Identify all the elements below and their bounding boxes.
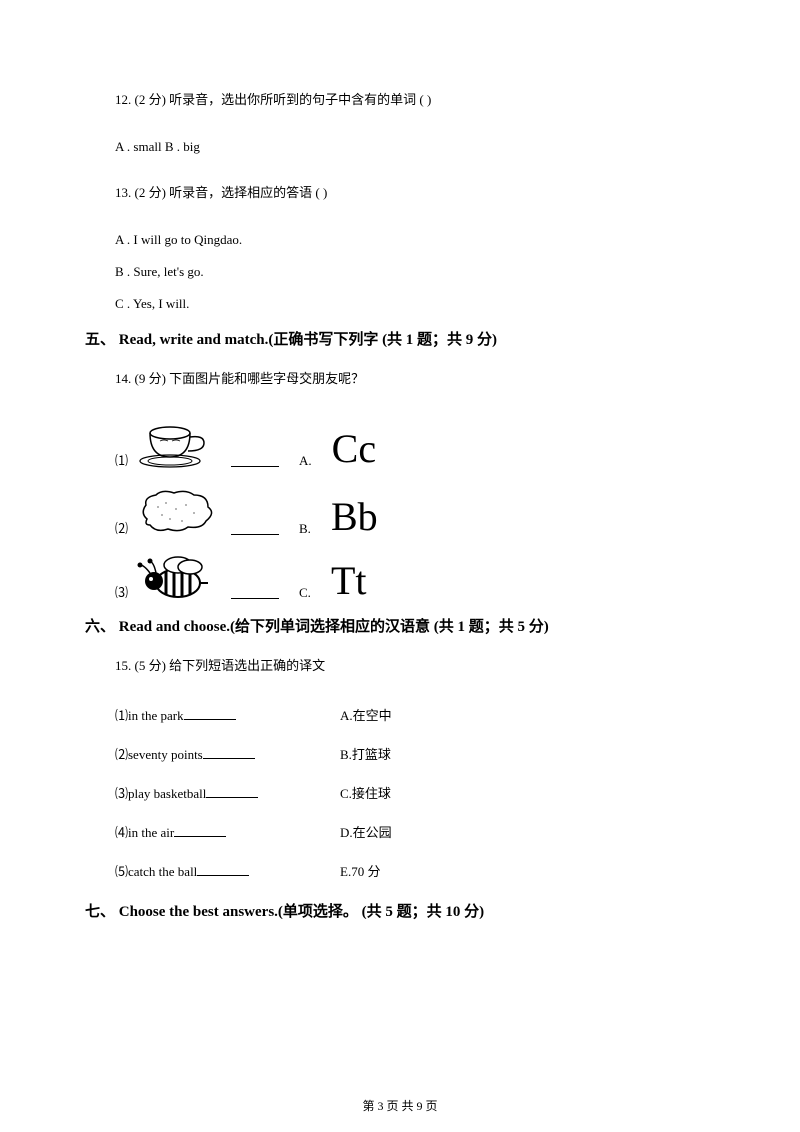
teacup-icon <box>132 417 227 469</box>
question-12: 12. (2 分) 听录音，选出你所听到的句子中含有的单词 ( ) <box>85 90 715 111</box>
question-13-option-a: A . I will go to Qingdao. <box>85 232 715 248</box>
match-row-2-letter: B. <box>299 521 311 537</box>
section-6-heading: 六、 Read and choose.(给下列单词选择相应的汉语意 (共 1 题… <box>85 615 715 636</box>
phrase-4-left: ⑷in the air <box>115 825 174 840</box>
match-row-3-letter: C. <box>299 585 311 601</box>
phrase-5-right: E.70 分 <box>340 861 380 880</box>
question-15-text: 15. (5 分) 给下列短语选出正确的译文 <box>115 658 325 673</box>
question-14-text: 14. (9 分) 下面图片能和哪些字母交朋友呢？ <box>115 371 364 386</box>
match-row-1-num: ⑴ <box>115 450 128 469</box>
match-row-3: ⑶ C. Tt <box>85 551 715 601</box>
match-row-2-num: ⑵ <box>115 518 128 537</box>
match-row-2: ⑵ B. Bb <box>85 483 715 537</box>
phrase-4-blank[interactable] <box>174 836 226 837</box>
phrase-3-left: ⑶play basketball <box>115 786 206 801</box>
phrase-2-right: B.打篮球 <box>340 744 391 763</box>
question-12-options: A . small B . big <box>85 139 715 155</box>
phrase-row-5: ⑸catch the ball E.70 分 <box>85 861 715 880</box>
match-row-1-blank[interactable] <box>231 466 279 467</box>
match-row-3-blank[interactable] <box>231 598 279 599</box>
match-row-1-letter: A. <box>299 453 312 469</box>
question-13-option-b: B . Sure, let's go. <box>85 264 715 280</box>
question-15: 15. (5 分) 给下列短语选出正确的译文 <box>85 656 715 677</box>
phrase-row-3: ⑶play basketball C.接住球 <box>85 783 715 802</box>
question-13: 13. (2 分) 听录音，选择相应的答语 ( ) <box>85 183 715 204</box>
phrase-5-left: ⑸catch the ball <box>115 864 197 879</box>
phrase-2-blank[interactable] <box>203 758 255 759</box>
phrase-2-left: ⑵seventy points <box>115 747 203 762</box>
question-12-text: 12. (2 分) 听录音，选出你所听到的句子中含有的单词 ( ) <box>115 92 431 107</box>
phrase-row-4: ⑷in the air D.在公园 <box>85 822 715 841</box>
phrase-1-blank[interactable] <box>184 719 236 720</box>
phrase-4-right: D.在公园 <box>340 822 392 841</box>
question-13-text: 13. (2 分) 听录音，选择相应的答语 ( ) <box>115 185 327 200</box>
page-footer: 第 3 页 共 9 页 <box>0 1097 800 1114</box>
phrase-row-2: ⑵seventy points B.打篮球 <box>85 744 715 763</box>
match-row-1: ⑴ A. Cc <box>85 417 715 469</box>
question-14: 14. (9 分) 下面图片能和哪些字母交朋友呢？ <box>85 369 715 390</box>
phrase-1-right: A.在空中 <box>340 705 392 724</box>
phrase-row-1: ⑴in the park A.在空中 <box>85 705 715 724</box>
phrase-1-left: ⑴in the park <box>115 708 184 723</box>
match-row-3-big: Tt <box>331 561 367 601</box>
bee-icon <box>132 551 227 601</box>
match-row-2-big: Bb <box>331 497 378 537</box>
phrase-5-blank[interactable] <box>197 875 249 876</box>
section-7-heading: 七、 Choose the best answers.(单项选择。 (共 5 题… <box>85 900 715 921</box>
question-13-option-c: C . Yes, I will. <box>85 296 715 312</box>
cloud-icon <box>132 483 227 537</box>
phrase-3-blank[interactable] <box>206 797 258 798</box>
section-5-heading: 五、 Read, write and match.(正确书写下列字 (共 1 题… <box>85 328 715 349</box>
phrase-3-right: C.接住球 <box>340 783 391 802</box>
match-row-1-big: Cc <box>332 429 376 469</box>
match-row-3-num: ⑶ <box>115 582 128 601</box>
match-row-2-blank[interactable] <box>231 534 279 535</box>
